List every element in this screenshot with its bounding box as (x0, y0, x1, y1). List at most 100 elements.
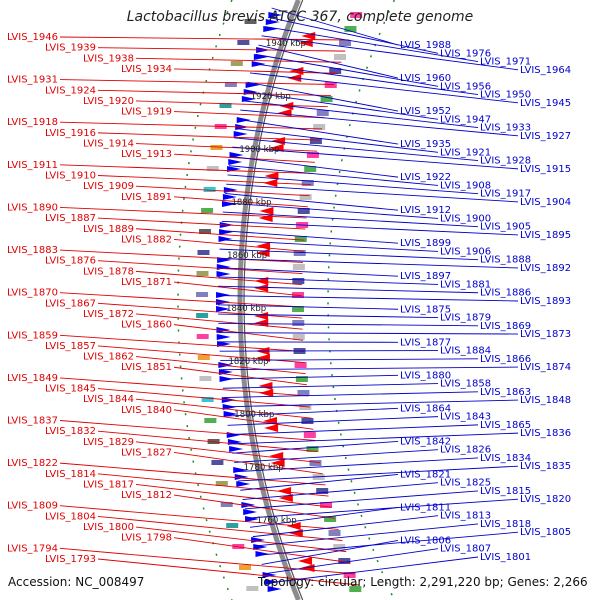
forward-gene-arrow (298, 557, 313, 565)
gene-label-left: LVIS_1837 (7, 416, 58, 427)
leader-line-right (255, 53, 439, 87)
gene-block (304, 166, 317, 172)
gene-label-left: LVIS_1890 (7, 202, 58, 213)
leader-line-right (232, 146, 519, 170)
gene-label-left: LVIS_1851 (121, 362, 172, 373)
gene-block (299, 194, 312, 200)
reverse-gene-arrow (243, 509, 258, 515)
leader-line-left (97, 430, 318, 452)
forward-gene-arrow (264, 424, 279, 432)
reverse-gene-arrow (223, 187, 238, 193)
leader-line-right (238, 118, 399, 145)
leader-line-right (261, 540, 399, 565)
reverse-gene-arrow (226, 432, 241, 438)
leader-line-left (97, 388, 310, 408)
leader-line-left (59, 121, 323, 130)
coordinate-label: 1920 kbp (251, 92, 291, 102)
gene-label-right: LVIS_1815 (480, 486, 531, 497)
gene-label-left: LVIS_1918 (7, 117, 58, 128)
leader-line-left (173, 409, 314, 430)
leader-line-left (97, 302, 303, 319)
gene-block (206, 166, 219, 171)
coordinate-label: 1940 kbp (266, 39, 306, 49)
gene-label-left: LVIS_1859 (7, 330, 58, 341)
gene-label-right: LVIS_1921 (440, 147, 491, 158)
leader-line-right (220, 239, 439, 252)
gene-block (292, 306, 305, 312)
forward-gene-arrow (258, 382, 273, 390)
gene-label-right: LVIS_1818 (480, 519, 531, 530)
reverse-gene-arrow (216, 292, 231, 298)
coordinate-label: 1800 kbp (234, 410, 274, 420)
leader-line-left (97, 175, 312, 186)
leader-line-right (223, 202, 439, 219)
gene-block (230, 61, 243, 66)
gene-block (344, 26, 357, 32)
gene-label-right: LVIS_1988 (400, 40, 451, 51)
leader-line-right (247, 81, 399, 112)
leader-line-right (219, 248, 479, 261)
leader-line-right (242, 100, 479, 129)
reverse-gene-arrow (265, 579, 280, 585)
gene-label-left: LVIS_1822 (7, 458, 58, 469)
coordinate-label: 1900 kbp (239, 145, 279, 155)
gene-label-left: LVIS_1809 (7, 501, 58, 512)
leader-line-left (173, 366, 307, 386)
gene-label-right: LVIS_1813 (440, 511, 491, 522)
map-title: Lactobacillus brevis ATCC 367, complete … (126, 9, 474, 25)
gene-block (196, 313, 209, 318)
leader-line-right (240, 109, 519, 137)
forward-gene-arrow (270, 459, 285, 467)
leader-line-left (97, 558, 360, 586)
leader-line-right (222, 383, 439, 389)
gene-block (199, 376, 212, 381)
gene-label-left: LVIS_1920 (83, 96, 134, 107)
leader-line-right (258, 44, 399, 79)
gene-block (201, 397, 214, 402)
leader-line-left (59, 505, 339, 530)
leader-line-left (59, 79, 335, 85)
gene-block (293, 250, 306, 256)
gene-label-left: LVIS_1800 (83, 522, 134, 533)
leader-line-right (236, 128, 439, 153)
gene-label-left: LVIS_1862 (83, 352, 134, 363)
leader-line-right (249, 72, 519, 104)
leader-line-right (252, 515, 439, 538)
gene-label-right: LVIS_1899 (400, 238, 451, 249)
gene-label-right: LVIS_1893 (520, 296, 571, 307)
gene-label-right: LVIS_1971 (480, 57, 531, 68)
gene-block (329, 68, 342, 74)
leader-line-left (97, 217, 306, 230)
gene-label-left: LVIS_1814 (45, 469, 96, 480)
reverse-gene-arrow (253, 54, 268, 60)
leader-line-left (59, 334, 304, 352)
gene-block (197, 355, 210, 360)
leader-line-left (97, 47, 346, 52)
leader-line-left (135, 270, 303, 286)
reverse-gene-arrow (218, 236, 233, 242)
gene-label-right: LVIS_1835 (520, 461, 571, 472)
gene-label-right: LVIS_1881 (440, 279, 491, 290)
gene-label-left: LVIS_1812 (121, 490, 172, 501)
leader-line-left (173, 111, 325, 119)
gene-label-right: LVIS_1875 (400, 304, 451, 315)
leader-line-right (247, 498, 519, 519)
leader-line-left (97, 89, 331, 97)
gene-label-left: LVIS_1817 (83, 479, 134, 490)
forward-gene-arrow (256, 242, 271, 250)
gene-label-right: LVIS_1826 (440, 445, 491, 456)
reverse-gene-arrow (229, 446, 244, 452)
coordinate-label: 1840 kbp (226, 304, 266, 314)
gene-block (324, 82, 337, 88)
leader-line-left (173, 196, 308, 208)
leader-line-right (230, 155, 399, 178)
leader-line-right (271, 7, 399, 46)
genome-backbone-edge (243, 0, 304, 600)
leader-line-right (218, 304, 399, 310)
gene-label-left: LVIS_1860 (121, 320, 172, 331)
leader-line-left (173, 537, 351, 564)
gene-block (350, 12, 363, 18)
coordinate-label: 1760 kbp (257, 516, 297, 526)
